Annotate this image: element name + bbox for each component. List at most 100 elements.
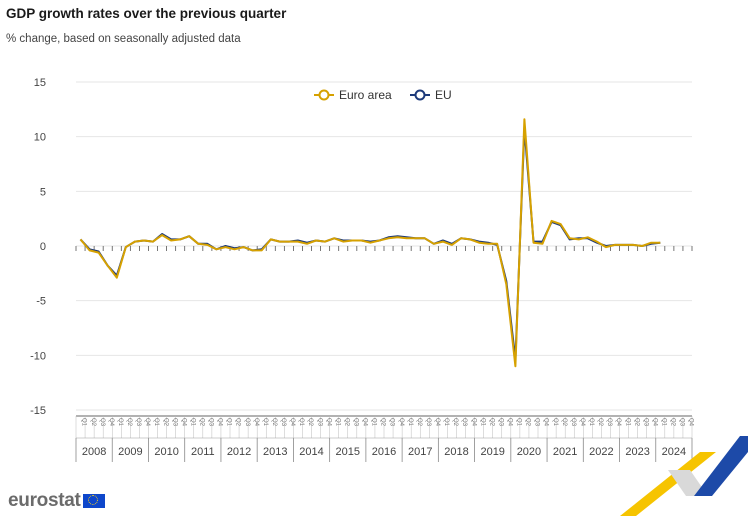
quarter-label: Q4 — [543, 418, 549, 427]
y-tick-label: -10 — [30, 350, 46, 362]
quarter-label: Q1 — [479, 418, 485, 427]
year-label: 2023 — [625, 446, 649, 458]
year-label: 2011 — [191, 446, 215, 458]
quarter-label: Q2 — [452, 418, 458, 427]
series-line-eu — [79, 126, 661, 361]
quarter-label: Q2 — [380, 418, 386, 427]
quarter-label: Q3 — [606, 418, 612, 427]
quarter-label: Q3 — [244, 418, 250, 427]
quarter-label: Q2 — [343, 418, 349, 427]
eu-flag-icon — [82, 494, 105, 508]
y-tick-label: 15 — [34, 77, 46, 89]
quarter-label: Q3 — [425, 418, 431, 427]
decor-grey-stripe — [668, 470, 708, 496]
quarter-label: Q3 — [570, 418, 576, 427]
y-tick-label: 5 — [40, 186, 46, 198]
quarter-label: Q1 — [117, 418, 123, 427]
quarter-label: Q4 — [506, 418, 512, 427]
year-label: 2012 — [227, 446, 251, 458]
quarter-label: Q1 — [660, 418, 666, 427]
quarter-label: Q4 — [579, 418, 585, 427]
quarter-label: Q1 — [298, 418, 304, 427]
legend-marker — [318, 89, 330, 101]
quarter-label: Q2 — [561, 418, 567, 427]
quarter-label: Q4 — [470, 418, 476, 427]
year-label: 2013 — [263, 446, 287, 458]
quarter-label: Q1 — [153, 418, 159, 427]
year-label: 2014 — [299, 446, 323, 458]
quarter-label: Q4 — [217, 418, 223, 427]
quarter-label: Q4 — [325, 418, 331, 427]
decor-yellow-stripe — [620, 452, 716, 516]
y-tick-label: 0 — [40, 241, 46, 253]
quarter-label: Q1 — [189, 418, 195, 427]
quarter-label: Q2 — [525, 418, 531, 427]
quarter-label: Q2 — [307, 418, 313, 427]
quarter-label: Q4 — [362, 418, 368, 427]
series-line-euro-area — [79, 118, 661, 368]
year-label: 2010 — [154, 446, 178, 458]
quarter-label: Q4 — [144, 418, 150, 427]
quarter-label: Q3 — [642, 418, 648, 427]
quarter-label: Q3 — [389, 418, 395, 427]
quarter-label: Q2 — [488, 418, 494, 427]
quarter-label: Q2 — [670, 418, 676, 427]
quarter-label: Q4 — [688, 418, 694, 427]
chart-subtitle: % change, based on seasonally adjusted d… — [6, 33, 241, 45]
quarter-label: Q4 — [180, 418, 186, 427]
quarter-label: Q3 — [679, 418, 685, 427]
legend-label: EU — [435, 88, 452, 102]
quarter-label: Q1 — [226, 418, 232, 427]
year-label: 2020 — [517, 446, 541, 458]
year-label: 2016 — [372, 446, 396, 458]
quarter-label: Q3 — [135, 418, 141, 427]
quarter-label: Q4 — [289, 418, 295, 427]
quarter-label: Q3 — [171, 418, 177, 427]
chart-title: GDP growth rates over the previous quart… — [6, 6, 287, 21]
quarter-label: Q2 — [235, 418, 241, 427]
quarter-label: Q1 — [371, 418, 377, 427]
decor-blue-stripe — [694, 436, 748, 496]
quarter-label: Q1 — [262, 418, 268, 427]
quarter-label: Q4 — [651, 418, 657, 427]
quarter-label: Q1 — [552, 418, 558, 427]
quarter-label: Q2 — [90, 418, 96, 427]
quarter-label: Q4 — [434, 418, 440, 427]
quarter-label: Q3 — [316, 418, 322, 427]
quarter-label: Q4 — [253, 418, 259, 427]
year-label: 2019 — [480, 446, 504, 458]
y-tick-label: -15 — [30, 405, 46, 417]
year-label: 2017 — [408, 446, 432, 458]
quarter-label: Q2 — [597, 418, 603, 427]
y-tick-label: -5 — [36, 296, 46, 308]
year-label: 2008 — [82, 446, 106, 458]
quarter-label: Q3 — [352, 418, 358, 427]
quarter-label: Q3 — [534, 418, 540, 427]
year-label: 2009 — [118, 446, 142, 458]
year-label: 2022 — [589, 446, 613, 458]
quarter-label: Q2 — [271, 418, 277, 427]
quarter-label: Q3 — [208, 418, 214, 427]
quarter-label: Q1 — [334, 418, 340, 427]
legend-marker — [414, 89, 426, 101]
quarter-label: Q3 — [461, 418, 467, 427]
quarter-label: Q1 — [443, 418, 449, 427]
year-label: 2018 — [444, 446, 468, 458]
quarter-label: Q2 — [162, 418, 168, 427]
quarter-label: Q1 — [516, 418, 522, 427]
quarter-label: Q1 — [81, 418, 87, 427]
quarter-label: Q2 — [633, 418, 639, 427]
quarter-label: Q1 — [407, 418, 413, 427]
quarter-label: Q3 — [99, 418, 105, 427]
quarter-label: Q2 — [416, 418, 422, 427]
quarter-label: Q4 — [108, 418, 114, 427]
quarter-label: Q3 — [280, 418, 286, 427]
year-label: 2021 — [553, 446, 577, 458]
quarter-label: Q1 — [624, 418, 630, 427]
legend-label: Euro area — [339, 88, 392, 102]
quarter-label: Q2 — [198, 418, 204, 427]
year-label: 2024 — [662, 446, 686, 458]
quarter-label: Q4 — [615, 418, 621, 427]
quarter-label: Q1 — [588, 418, 594, 427]
